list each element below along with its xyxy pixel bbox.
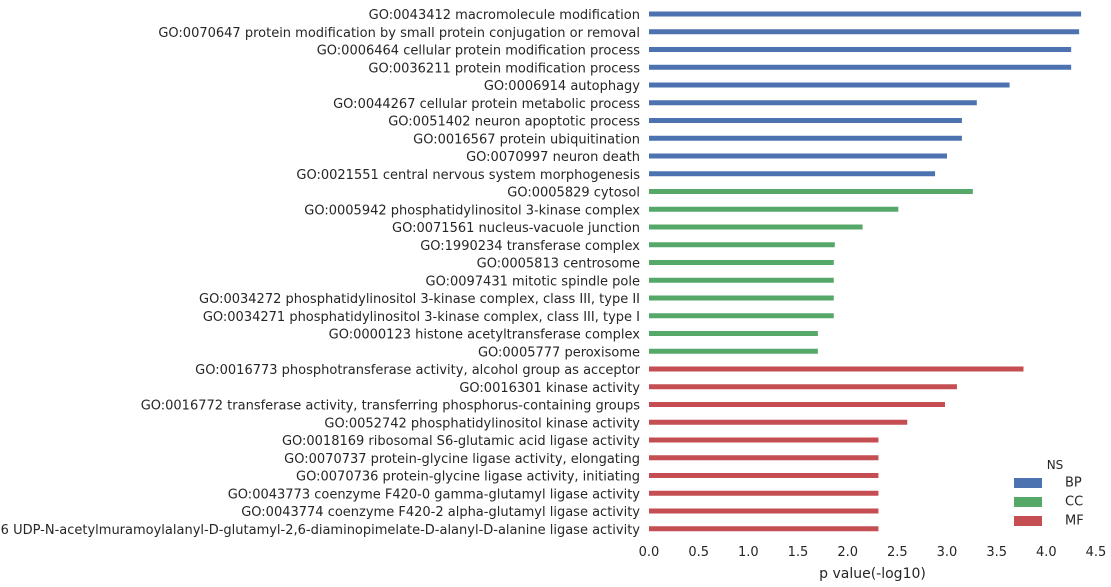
- category-label: GO:0005829 cytosol: [507, 186, 640, 201]
- category-label: GO:0016772 transferase activity, transfe…: [141, 399, 641, 414]
- category-label: GO:0016773 phosphotransferase activity, …: [195, 363, 640, 378]
- category-label: GO:0008766 UDP-N-acetylmuramoylalanyl-D-…: [0, 523, 640, 538]
- bar-cc: [649, 242, 835, 248]
- bar-bp: [649, 29, 1080, 35]
- x-tick-label: 2.5: [887, 545, 908, 560]
- category-label: GO:0070736 protein-glycine ligase activi…: [296, 470, 640, 485]
- legend-swatch-cc: [1014, 497, 1042, 507]
- category-label: GO:0034271 phosphatidylinositol 3-kinase…: [203, 310, 640, 325]
- category-label: GO:0071561 nucleus-vacuole junction: [392, 221, 640, 236]
- category-label: GO:0052742 phosphatidylinositol kinase a…: [324, 416, 640, 431]
- x-axis-ticks: 0.0 0.5 1.0 1.5 2.0 2.5 3.0 3.5 4.0 4.5: [639, 545, 1107, 560]
- bar-mf: [649, 366, 1024, 372]
- x-tick-label: 1.5: [788, 545, 809, 560]
- category-label: GO:0018169 ribosomal S6-glutamic acid li…: [282, 434, 640, 449]
- bars-layer: [649, 11, 1082, 532]
- x-tick-label: 3.5: [986, 545, 1007, 560]
- category-label: GO:0016301 kinase activity: [459, 381, 640, 396]
- bar-bp: [649, 11, 1082, 17]
- category-label: GO:1990234 transferase complex: [420, 239, 640, 254]
- legend-label-bp: BP: [1065, 476, 1082, 491]
- category-label: GO:0051402 neuron apoptotic process: [388, 115, 640, 130]
- legend: NS BP CC MF: [1014, 458, 1084, 529]
- x-tick-label: 4.5: [1086, 545, 1107, 560]
- bar-cc: [649, 295, 834, 301]
- bar-cc: [649, 277, 834, 283]
- x-tick-label: 3.0: [937, 545, 958, 560]
- bar-bp: [649, 100, 977, 106]
- category-label: GO:0005777 peroxisome: [478, 345, 640, 360]
- bar-mf: [649, 455, 879, 461]
- category-label: GO:0000123 histone acetyltransferase com…: [329, 328, 641, 343]
- bar-bp: [649, 64, 1072, 70]
- category-label: GO:0043412 macromolecule modification: [369, 8, 640, 23]
- bar-mf: [649, 419, 908, 425]
- category-label: GO:0043773 coenzyme F420-0 gamma-glutamy…: [228, 487, 641, 502]
- bar-cc: [649, 331, 818, 336]
- category-label: GO:0034272 phosphatidylinositol 3-kinase…: [199, 292, 640, 307]
- bar-mf: [649, 490, 879, 496]
- category-label: GO:0097431 mitotic spindle pole: [426, 274, 641, 289]
- bar-cc: [649, 313, 834, 319]
- bar-bp: [649, 153, 947, 159]
- x-tick-label: 4.0: [1036, 545, 1057, 560]
- legend-label-cc: CC: [1065, 495, 1083, 510]
- bar-cc: [649, 348, 818, 354]
- bar-mf: [649, 437, 879, 443]
- bar-bp: [649, 47, 1072, 52]
- category-label: GO:0043774 coenzyme F420-2 alpha-glutamy…: [241, 505, 640, 520]
- category-label: GO:0005813 centrosome: [477, 257, 640, 272]
- category-label: GO:0070647 protein modification by small…: [158, 26, 640, 41]
- bar-mf: [649, 508, 879, 514]
- bar-cc: [649, 224, 863, 230]
- category-label: GO:0006464 cellular protein modification…: [317, 44, 640, 59]
- category-label: GO:0006914 autophagy: [484, 79, 640, 94]
- bar-cc: [649, 260, 834, 265]
- bar-bp: [649, 82, 1010, 88]
- x-tick-label: 1.0: [738, 545, 759, 560]
- bar-mf: [649, 473, 879, 478]
- category-label: GO:0036211 protein modification process: [368, 61, 640, 76]
- bar-mf: [649, 384, 957, 390]
- legend-swatch-bp: [1014, 478, 1042, 488]
- x-tick-label: 0.5: [688, 545, 709, 560]
- bar-bp: [649, 118, 962, 123]
- x-axis-label: p value(-log10): [819, 566, 926, 582]
- category-label: GO:0070737 protein-glycine ligase activi…: [284, 452, 640, 467]
- legend-title: NS: [1047, 458, 1064, 472]
- category-label: GO:0021551 central nervous system morpho…: [296, 168, 640, 183]
- bar-mf: [649, 402, 946, 407]
- bar-cc: [649, 189, 973, 194]
- x-tick-label: 2.0: [837, 545, 858, 560]
- bar-bp: [649, 135, 962, 141]
- x-tick-label: 0.0: [639, 545, 660, 560]
- category-label: GO:0016567 protein ubiquitination: [413, 132, 640, 147]
- category-label: GO:0070997 neuron death: [466, 150, 640, 165]
- legend-swatch-mf: [1014, 516, 1042, 526]
- bar-bp: [649, 171, 936, 177]
- category-label: GO:0005942 phosphatidylinositol 3-kinase…: [304, 203, 640, 218]
- category-label: GO:0044267 cellular protein metabolic pr…: [333, 97, 640, 112]
- bar-cc: [649, 206, 899, 212]
- category-labels: GO:0043412 macromolecule modification GO:…: [0, 8, 641, 538]
- bar-mf: [649, 526, 879, 532]
- legend-label-mf: MF: [1065, 514, 1084, 529]
